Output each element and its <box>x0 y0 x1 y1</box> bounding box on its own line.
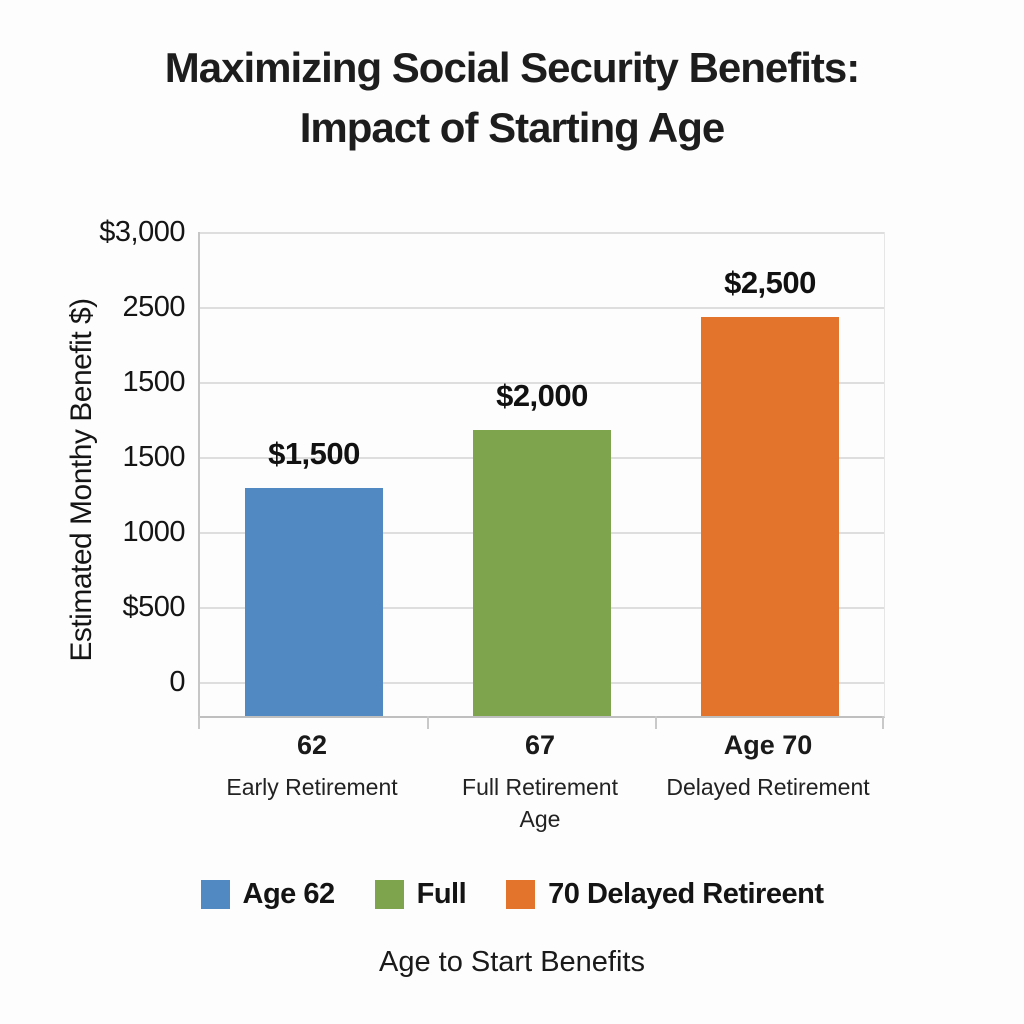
bar <box>701 317 839 716</box>
category-age: Age 70 <box>723 730 813 760</box>
category-sublabel: Delayed Retirement <box>666 774 870 800</box>
y-tick-label: $3,000 <box>99 216 185 248</box>
y-tick-label: 1500 <box>122 441 185 473</box>
legend-item-age62: Age 62 <box>200 878 336 911</box>
legend-item-delayed: 70 Delayed Retireent <box>506 878 824 911</box>
legend-swatch-green <box>374 880 404 909</box>
category-label-62: 62 Early Retirement <box>198 730 426 803</box>
category-label-70: Age 70 Delayed Retirement <box>654 730 882 803</box>
gridline <box>200 232 884 234</box>
legend: Age 62 Full 70 Delayed Retireent <box>0 878 1024 911</box>
bar <box>473 430 611 716</box>
category-sublabel: Full Retirement Age <box>462 774 618 833</box>
category-age: 67 <box>524 730 556 760</box>
legend-label: 70 Delayed Retireent <box>548 878 824 910</box>
y-tick-label: $500 <box>122 591 185 623</box>
legend-swatch-blue <box>200 880 230 909</box>
gridline <box>200 307 884 309</box>
y-tick-label: 0 <box>169 666 185 698</box>
legend-swatch-orange <box>506 880 536 909</box>
category-label-67: 67 Full Retirement Age <box>426 730 654 835</box>
category-age: 62 <box>296 730 328 760</box>
plot-area: $1,500 $2,000 $2,500 <box>198 232 885 729</box>
chart-title: Maximizing Social Security Benefits: Imp… <box>0 38 1024 157</box>
bar <box>245 488 383 716</box>
category-sublabel: Early Retirement <box>226 774 398 800</box>
y-tick-label: 1500 <box>122 366 185 398</box>
x-axis-tick <box>198 716 200 729</box>
bar-value-label: $2,500 <box>724 265 816 300</box>
x-axis-tick <box>655 716 657 729</box>
y-tick-label: 1000 <box>122 516 185 548</box>
y-tick-label: 2500 <box>122 291 185 323</box>
x-axis-tick <box>427 716 429 729</box>
chart-title-line1: Maximizing Social Security Benefits: <box>164 44 861 91</box>
gridline <box>200 382 884 384</box>
x-axis-title: Age to Start Benefits <box>379 946 645 978</box>
bar-value-label: $2,000 <box>496 378 588 413</box>
legend-item-full: Full <box>374 878 467 911</box>
bar-value-label: $1,500 <box>268 436 360 471</box>
chart-title-line2: Impact of Starting Age <box>299 103 725 151</box>
x-axis-tick <box>882 716 884 729</box>
legend-label: Full <box>416 878 467 910</box>
legend-label: Age 62 <box>242 878 336 910</box>
